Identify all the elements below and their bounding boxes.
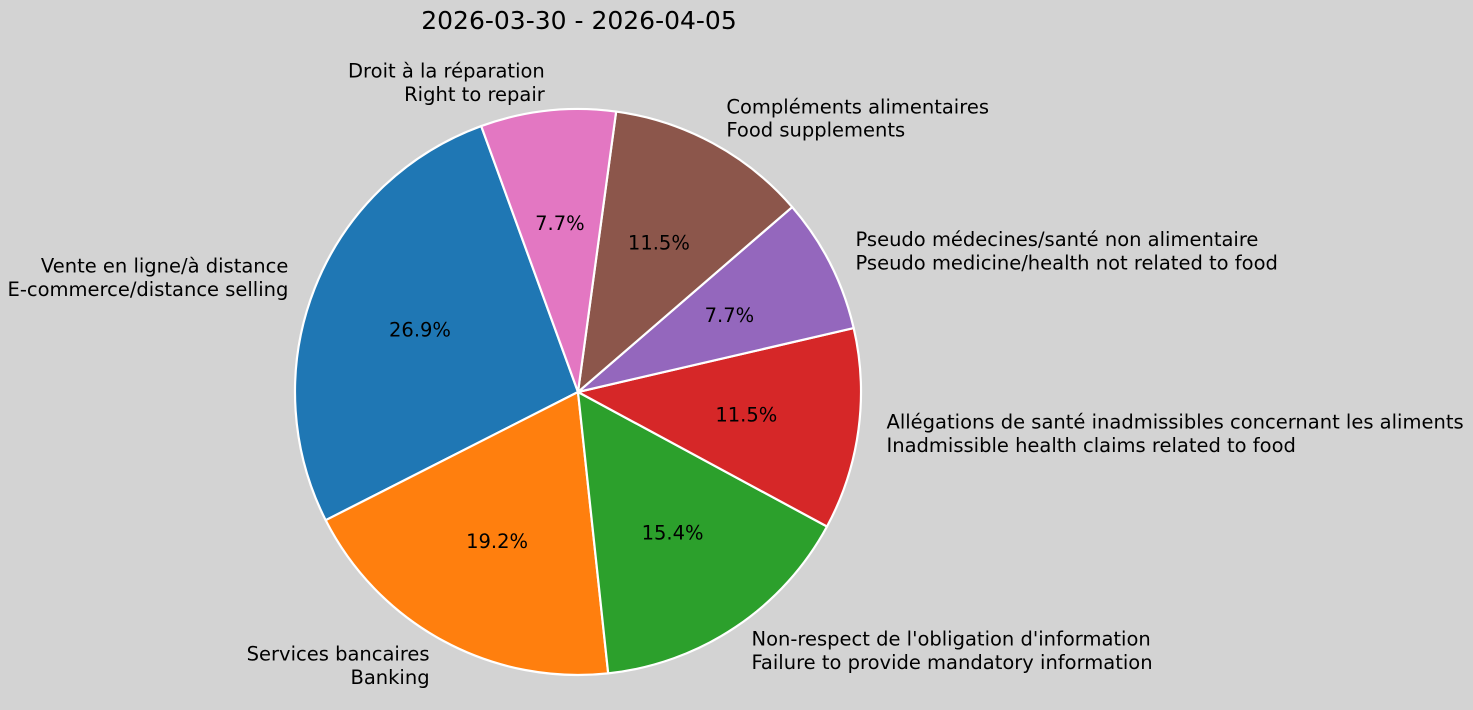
slice-label-en: E-commerce/distance selling bbox=[8, 278, 289, 301]
slice-label-pseudo-medicine: Pseudo médecines/santé non alimentaire Ps… bbox=[856, 228, 1278, 274]
chart-title: 2026-03-30 - 2026-04-05 bbox=[421, 6, 737, 35]
slice-label-en: Pseudo medicine/health not related to fo… bbox=[856, 251, 1278, 274]
percent-label-health-claims-food: 11.5% bbox=[715, 403, 777, 426]
percent-label-right-to-repair: 7.7% bbox=[535, 212, 585, 235]
slice-label-fr: Droit à la réparation bbox=[348, 60, 545, 83]
pie-slice-pseudo-medicine bbox=[576, 205, 855, 394]
percent-label-mandatory-information: 15.4% bbox=[642, 522, 704, 545]
slice-label-health-claims-food: Allégations de santé inadmissibles conce… bbox=[887, 411, 1464, 457]
slice-label-en: Failure to provide mandatory information bbox=[752, 651, 1153, 674]
slice-label-e-commerce: Vente en ligne/à distance E-commerce/dist… bbox=[8, 255, 289, 301]
percent-label-pseudo-medicine: 7.7% bbox=[705, 304, 755, 327]
slice-label-fr: Vente en ligne/à distance bbox=[41, 255, 289, 278]
slice-label-food-supplements: Compléments alimentaires Food supplements bbox=[726, 95, 989, 141]
percent-label-e-commerce: 26.9% bbox=[389, 318, 451, 341]
slice-label-banking: Services bancaires Banking bbox=[247, 643, 430, 689]
slice-label-en: Right to repair bbox=[404, 83, 546, 106]
percent-label-food-supplements: 11.5% bbox=[628, 231, 690, 254]
slice-label-mandatory-information: Non-respect de l'obligation d'informatio… bbox=[752, 628, 1153, 674]
slice-label-en: Food supplements bbox=[726, 119, 905, 142]
slice-label-fr: Pseudo médecines/santé non alimentaire bbox=[856, 228, 1259, 251]
slice-label-fr: Allégations de santé inadmissibles conce… bbox=[887, 411, 1464, 434]
pie-slice-mandatory-information bbox=[576, 390, 829, 675]
pie-slice-health-claims-food bbox=[576, 326, 863, 528]
percent-label-banking: 19.2% bbox=[466, 530, 528, 553]
slice-label-en: Banking bbox=[350, 666, 429, 689]
slice-label-en: Inadmissible health claims related to fo… bbox=[887, 434, 1296, 457]
pie-slice-e-commerce bbox=[293, 124, 580, 522]
pie-slice-banking bbox=[324, 390, 610, 677]
slice-label-fr: Compléments alimentaires bbox=[726, 95, 989, 118]
slice-label-fr: Services bancaires bbox=[247, 643, 430, 666]
slice-label-fr: Non-respect de l'obligation d'informatio… bbox=[752, 628, 1151, 651]
slice-label-right-to-repair: Droit à la réparation Right to repair bbox=[348, 60, 546, 106]
pie-slice-right-to-repair bbox=[480, 107, 618, 394]
pie-slice-food-supplements bbox=[576, 110, 794, 394]
